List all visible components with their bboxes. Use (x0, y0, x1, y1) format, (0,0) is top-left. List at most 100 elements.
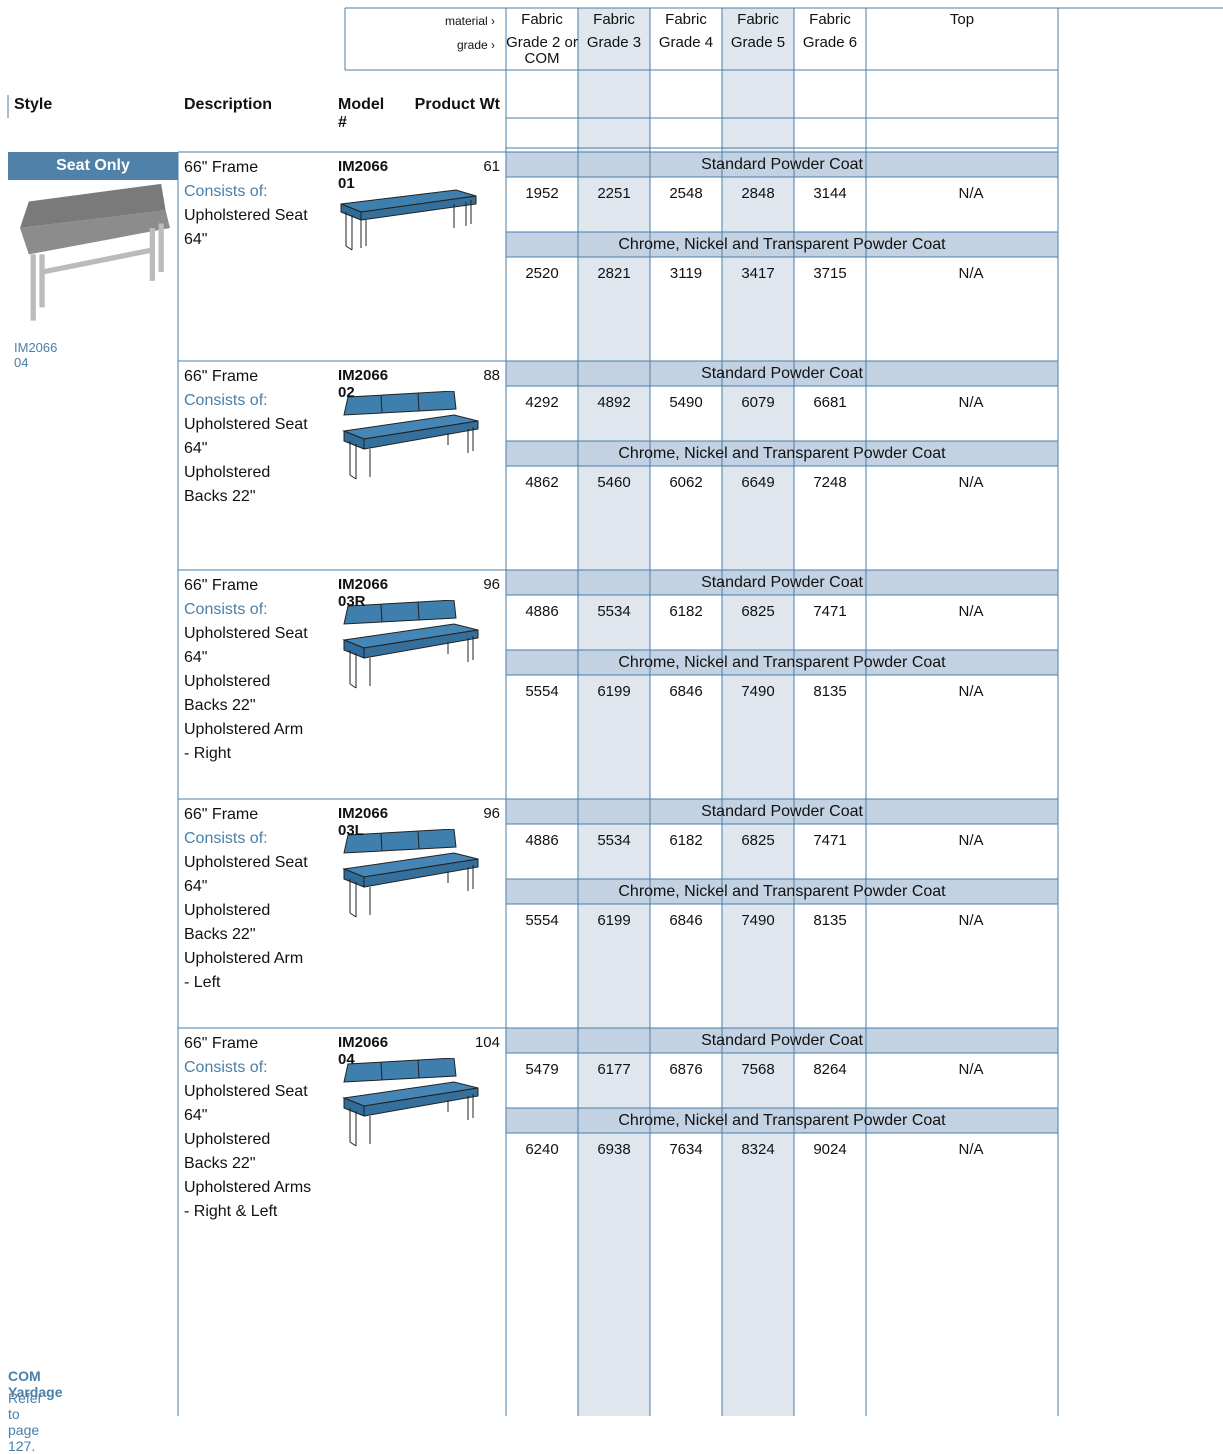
finish-name: Chrome, Nickel and Transparent Powder Co… (618, 1112, 946, 1129)
price: 6199 (597, 912, 631, 929)
product-weight: 96 (483, 576, 500, 593)
header-description: Description (184, 96, 273, 113)
price: 3144 (813, 185, 847, 202)
style-image-caption: IM2066 04 (14, 340, 58, 370)
component: Upholstered Arm - Right (184, 721, 304, 762)
price: 5460 (597, 474, 631, 491)
price: 6182 (669, 832, 703, 849)
component: Upholstered Seat 64" (184, 854, 308, 895)
price: 6182 (669, 603, 703, 620)
price: 7471 (813, 832, 847, 849)
price: 7471 (813, 603, 847, 620)
finish-band (506, 441, 1058, 466)
product-image (340, 189, 477, 251)
component: Upholstered Backs 22" (184, 673, 271, 714)
style-label: Seat Only (56, 157, 130, 174)
price: 6681 (813, 394, 847, 411)
column-shade (578, 8, 650, 1416)
price: 4892 (597, 394, 631, 411)
column-material: Fabric (593, 11, 635, 28)
finish-band (506, 879, 1058, 904)
product-image (343, 1058, 479, 1147)
grade-label: grade › (456, 38, 495, 52)
price: 5479 (525, 1061, 559, 1078)
price: 2848 (741, 185, 775, 202)
finish-band (506, 1028, 1058, 1053)
footer-note: Refer to page 127. (8, 1390, 43, 1454)
price: 3119 (669, 265, 703, 282)
product-image (343, 600, 479, 689)
price: 7248 (813, 474, 847, 491)
column-grade: Grade 5 (730, 34, 786, 51)
consists-label: Consists of: (184, 830, 268, 847)
frame: 66" Frame (184, 159, 259, 176)
price: 5554 (525, 683, 559, 700)
price: 4886 (525, 603, 559, 620)
product-image (343, 829, 479, 918)
header-weight: Product Wt (414, 96, 500, 113)
price: 6876 (669, 1061, 703, 1078)
finish-name: Standard Powder Coat (701, 1032, 863, 1049)
style-box (8, 152, 178, 180)
finish-band (506, 1108, 1058, 1133)
top-price: N/A (958, 683, 984, 700)
frame: 66" Frame (184, 1035, 259, 1052)
model-number: IM2066 02 (338, 367, 389, 401)
price: 8135 (813, 912, 847, 929)
header-style: Style (14, 96, 53, 113)
component: Upholstered Seat 64" (184, 1083, 308, 1124)
price: 4886 (525, 832, 559, 849)
material-label: material › (444, 14, 495, 28)
component: Upholstered Arms - Right & Left (184, 1179, 312, 1220)
column-material: Fabric (665, 11, 707, 28)
price: 7634 (669, 1141, 703, 1158)
finish-band (506, 361, 1058, 386)
footer-title: COM Yardage (8, 1368, 63, 1400)
price: 7490 (741, 912, 775, 929)
finish-name: Chrome, Nickel and Transparent Powder Co… (618, 236, 946, 253)
price: 7568 (741, 1061, 775, 1078)
style-image (20, 184, 170, 321)
price: 7490 (741, 683, 775, 700)
product-weight: 88 (483, 367, 500, 384)
finish-name: Chrome, Nickel and Transparent Powder Co… (618, 445, 946, 462)
product-weight: 104 (474, 1034, 500, 1051)
price: 6199 (597, 683, 631, 700)
column-grade: Grade 6 (802, 34, 858, 51)
top-price: N/A (958, 185, 984, 202)
top-price: N/A (958, 1141, 984, 1158)
price: 2520 (525, 265, 559, 282)
price: 5490 (669, 394, 703, 411)
frame: 66" Frame (184, 577, 259, 594)
component: Upholstered Backs 22" (184, 464, 271, 505)
finish-band (506, 650, 1058, 675)
price: 6240 (525, 1141, 559, 1158)
price: 5534 (597, 832, 631, 849)
component: Upholstered Seat 64" (184, 625, 308, 666)
consists-label: Consists of: (184, 601, 268, 618)
model-number: IM2066 01 (338, 158, 389, 192)
finish-band (506, 232, 1058, 257)
top-price: N/A (958, 912, 984, 929)
price: 8135 (813, 683, 847, 700)
price: 6825 (741, 832, 775, 849)
price: 6846 (669, 912, 703, 929)
component: Upholstered Arm - Left (184, 950, 304, 991)
price: 4292 (525, 394, 559, 411)
top-price: N/A (958, 474, 984, 491)
price: 2251 (597, 185, 631, 202)
price: 6177 (597, 1061, 631, 1078)
finish-band (506, 152, 1058, 177)
finish-band (506, 570, 1058, 595)
price: 6825 (741, 603, 775, 620)
component: Upholstered Seat 64" (184, 207, 308, 248)
price: 9024 (813, 1141, 847, 1158)
finish-name: Chrome, Nickel and Transparent Powder Co… (618, 654, 946, 671)
top-price: N/A (958, 1061, 984, 1078)
price: 6079 (741, 394, 775, 411)
finish-name: Chrome, Nickel and Transparent Powder Co… (618, 883, 946, 900)
component: Upholstered Seat 64" (184, 416, 308, 457)
column-material: Fabric (521, 11, 563, 28)
model-number: IM2066 03L (338, 805, 389, 839)
column-material: Fabric (809, 11, 851, 28)
